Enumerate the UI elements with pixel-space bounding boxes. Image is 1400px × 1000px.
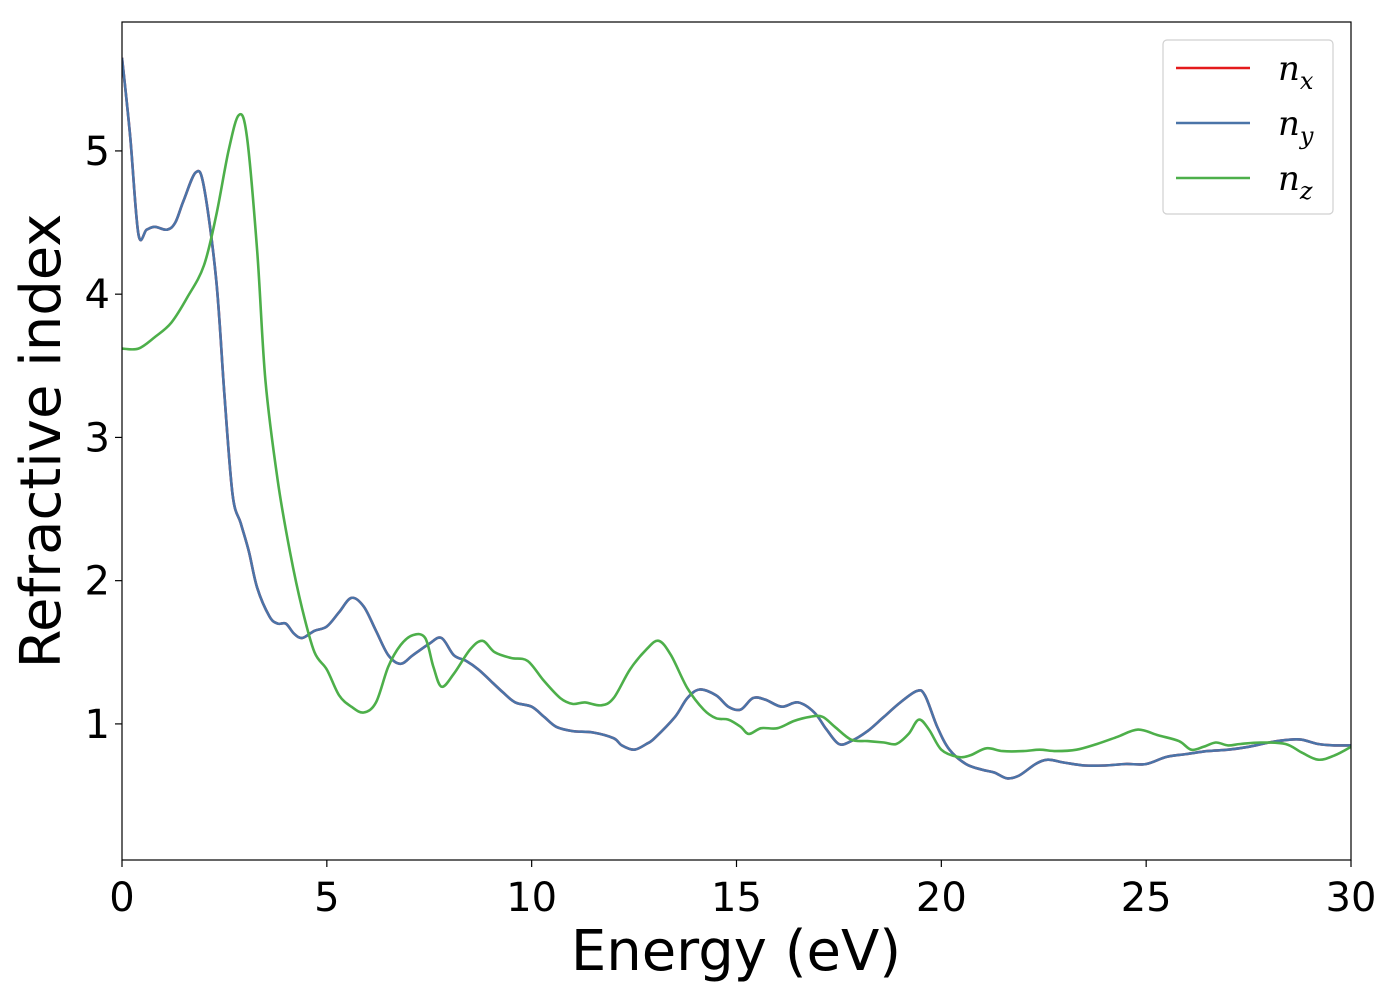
y-tick-label: 4	[85, 272, 110, 318]
y-tick-label: 1	[85, 702, 110, 748]
x-tick-label: 15	[711, 875, 762, 921]
x-tick-label: 25	[1121, 875, 1172, 921]
y-tick-label: 2	[85, 559, 110, 605]
x-axis: 0 5 10 15 20 25 30	[109, 860, 1376, 921]
legend-label-x: nx	[1278, 49, 1314, 95]
legend-box	[1162, 39, 1334, 215]
y-tick-label: 5	[85, 129, 110, 175]
x-tick-label: 20	[916, 875, 967, 921]
x-tick-label: 10	[506, 875, 557, 921]
x-tick-label: 30	[1326, 875, 1377, 921]
x-tick-label: 5	[314, 875, 339, 921]
y-axis: 1 2 3 4 5	[85, 129, 122, 748]
legend-label-z: nz	[1278, 159, 1313, 205]
legend-label-y: ny	[1278, 104, 1314, 150]
x-tick-label: 0	[109, 875, 134, 921]
y-axis-label: Refractive index	[9, 214, 74, 669]
series-line-y	[122, 57, 1351, 780]
series-line-z	[122, 112, 1351, 762]
y-tick-label: 3	[85, 415, 110, 461]
x-axis-label: Energy (eV)	[571, 919, 901, 984]
series-layer	[122, 57, 1351, 780]
legend: nx ny nz	[1162, 39, 1334, 215]
